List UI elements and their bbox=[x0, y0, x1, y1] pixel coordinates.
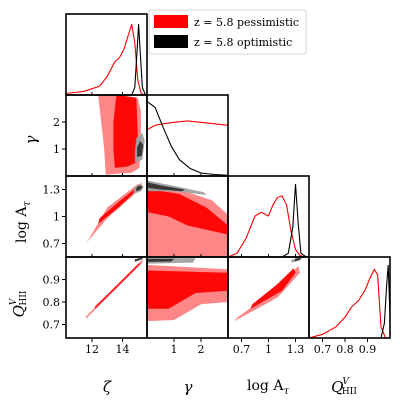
marginal-line-1-0 bbox=[131, 24, 147, 95]
y-axis-label-Q: QVHII bbox=[9, 290, 29, 317]
contour-panel-1-0 bbox=[98, 95, 145, 175]
contour-3-0-level-2 bbox=[134, 257, 143, 262]
y-tick-label: 0.7 bbox=[43, 238, 61, 251]
y-tick-label: 1 bbox=[53, 211, 60, 224]
marginal-line-1-3 bbox=[380, 264, 390, 338]
contour-2-1-level-1 bbox=[147, 188, 228, 235]
panel-frame-1-1 bbox=[146, 94, 229, 177]
panels-layer bbox=[65, 13, 391, 339]
x-tick-label: 12 bbox=[85, 343, 99, 356]
legend-label-optimistic: z = 5.8 optimistic bbox=[194, 36, 292, 49]
svg-text:log Aτ: log Aτ bbox=[14, 201, 33, 243]
x-tick-label: 1.3 bbox=[287, 343, 305, 356]
marginal-1-3 bbox=[380, 264, 390, 338]
y-axis-label-logA: log Aτ bbox=[14, 201, 33, 243]
y-tick-label: 2 bbox=[53, 116, 60, 129]
panel-frame-3-3 bbox=[308, 256, 391, 339]
legend-swatch-pessimistic bbox=[154, 15, 188, 28]
x-axis-label-zeta: ζ bbox=[103, 378, 112, 396]
y-tick-label: 1.3 bbox=[43, 184, 61, 197]
contour-1-0-level-1 bbox=[113, 95, 138, 168]
svg-text:QVHII: QVHII bbox=[9, 290, 29, 317]
x-tick-label: 1 bbox=[265, 343, 272, 356]
marginal-line-0-2 bbox=[228, 195, 305, 257]
y-tick-label: 0.8 bbox=[43, 296, 61, 309]
contour-2-1-level-2 bbox=[147, 180, 207, 195]
x-axis-label-logA: log Aτ bbox=[247, 378, 289, 397]
contour-panel-3-2 bbox=[234, 257, 303, 322]
y-tick-label: 0.7 bbox=[43, 319, 61, 332]
marginal-0-2 bbox=[228, 195, 305, 257]
marginal-line-0-0 bbox=[66, 24, 145, 95]
x-tick-label: 0.7 bbox=[233, 343, 251, 356]
contour-panel-2-1 bbox=[147, 180, 228, 257]
contour-3-1-level-3 bbox=[147, 258, 174, 262]
marginal-0-0 bbox=[66, 24, 145, 95]
x-tick-label: 0.8 bbox=[336, 343, 354, 356]
legend-label-pessimistic: z = 5.8 pessimistic bbox=[194, 16, 299, 29]
contour-2-1-level-3 bbox=[147, 182, 185, 192]
marginal-0-1 bbox=[147, 120, 228, 131]
contour-2-0-level-3 bbox=[136, 185, 143, 192]
legend: z = 5.8 pessimistic z = 5.8 optimistic bbox=[148, 9, 307, 55]
contour-3-2-level-1 bbox=[250, 268, 296, 309]
x-axis-label-Q: QV HII bbox=[331, 377, 357, 397]
marginal-line-0-1 bbox=[147, 120, 228, 131]
contour-2-0-level-1 bbox=[98, 185, 140, 224]
contour-3-0-level-1 bbox=[95, 262, 141, 309]
svg-text:QVHII: QVHII bbox=[331, 377, 357, 397]
x-tick-label: 14 bbox=[116, 343, 130, 356]
x-axis-label-gamma: γ bbox=[184, 378, 193, 396]
marginal-line-0-3 bbox=[309, 268, 387, 338]
y-axis-label-gamma: γ bbox=[22, 135, 40, 144]
svg-text:log Aτ: log Aτ bbox=[247, 378, 289, 397]
marginal-1-1 bbox=[147, 101, 228, 176]
marginal-1-2 bbox=[281, 183, 307, 257]
x-tick-label: 2 bbox=[198, 343, 205, 356]
contour-panel-3-1 bbox=[147, 258, 228, 322]
x-tick-label: 0.9 bbox=[359, 343, 377, 356]
contour-1-0-level-3 bbox=[137, 140, 144, 158]
contour-panel-3-0 bbox=[85, 257, 144, 319]
contour-3-1-level-1 bbox=[147, 270, 228, 309]
marginal-0-3 bbox=[309, 268, 387, 338]
contour-3-2-level-3 bbox=[294, 257, 301, 262]
legend-frame bbox=[148, 9, 307, 55]
marginal-line-1-2 bbox=[281, 183, 307, 257]
marginal-line-1-1 bbox=[147, 101, 228, 176]
y-tick-label: 0.9 bbox=[43, 274, 61, 287]
x-tick-label: 1 bbox=[171, 343, 178, 356]
legend-swatch-optimistic bbox=[154, 35, 188, 48]
contour-panel-2-0 bbox=[85, 183, 144, 244]
y-tick-label: 1 bbox=[53, 143, 60, 156]
x-tick-label: 0.7 bbox=[314, 343, 332, 356]
marginal-1-0 bbox=[131, 24, 147, 95]
